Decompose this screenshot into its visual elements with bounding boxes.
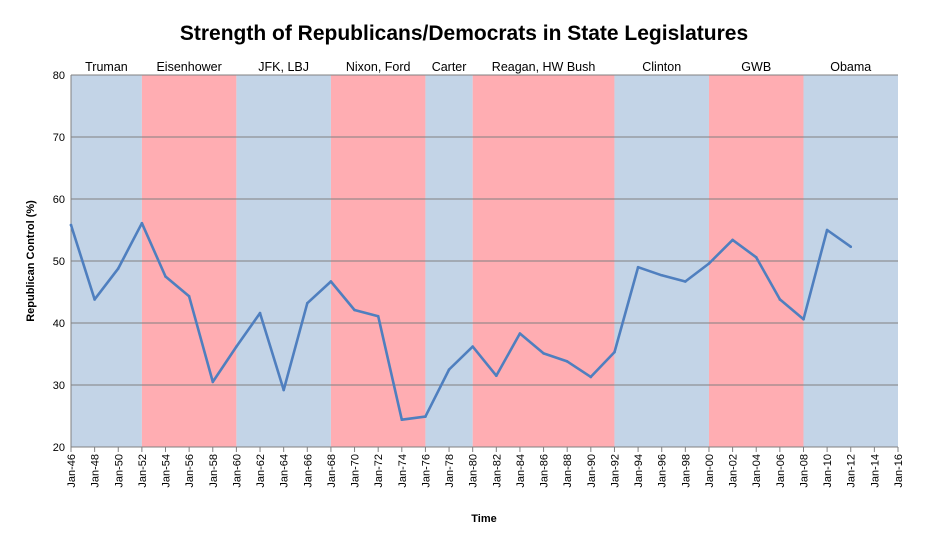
data-point [754, 255, 758, 259]
x-tick-label: Jan-96 [657, 454, 669, 488]
x-axis-title: Time [471, 513, 496, 525]
x-tick-label: Jan-86 [539, 454, 551, 488]
data-point [187, 295, 191, 298]
data-point [495, 374, 498, 378]
data-point [447, 368, 451, 371]
x-tick-label: Jan-78 [444, 454, 456, 488]
x-tick-label: Jan-46 [66, 454, 78, 488]
y-tick-label: 80 [53, 70, 65, 82]
x-tick-label: Jan-88 [562, 454, 574, 488]
y-tick-label: 20 [53, 442, 65, 454]
chart-title: Strength of Republicans/Democrats in Sta… [179, 22, 749, 45]
x-tick-label: Jan-94 [633, 454, 645, 488]
data-point [400, 418, 404, 422]
data-point [660, 273, 664, 277]
y-tick-label: 70 [53, 132, 65, 144]
data-point [235, 345, 238, 348]
data-point [164, 275, 167, 278]
data-point [589, 375, 593, 379]
x-tick-label: Jan-92 [609, 454, 621, 488]
data-point [684, 280, 687, 283]
x-tick-label: Jan-52 [137, 454, 149, 488]
data-point [825, 228, 829, 232]
data-point [329, 280, 333, 283]
x-tick-label: Jan-02 [728, 454, 740, 488]
x-axis: Jan-46 Jan-48 Jan-50 Jan-52 Jan-54 Jan-56 Jan-… [66, 446, 905, 488]
x-tick-label: Jan-72 [373, 454, 385, 488]
data-point [731, 238, 734, 242]
y-tick-label: 40 [53, 318, 65, 330]
era-label: Obama [830, 60, 871, 74]
data-point [802, 317, 805, 321]
era-label: Carter [432, 60, 467, 74]
x-tick-label: Jan-04 [751, 454, 763, 488]
y-tick-label: 60 [53, 194, 65, 206]
x-tick-label: Jan-76 [420, 454, 432, 488]
y-tick-label: 30 [53, 380, 65, 392]
y-tick-label: 50 [53, 256, 65, 268]
x-tick-label: Jan-50 [113, 454, 125, 488]
x-tick-label: Jan-66 [302, 454, 314, 488]
data-point [376, 314, 380, 318]
data-point [471, 345, 474, 348]
data-point [140, 221, 144, 225]
x-tick-label: Jan-00 [704, 454, 716, 488]
x-tick-label: Jan-90 [586, 454, 598, 488]
era-label: Reagan, HW Bush [492, 60, 596, 74]
x-tick-label: Jan-80 [468, 454, 480, 488]
era-label: Eisenhower [156, 60, 221, 74]
data-point [258, 311, 262, 315]
x-tick-label: Jan-98 [680, 454, 692, 488]
data-point [778, 298, 782, 301]
data-point [305, 301, 309, 305]
era-labels: Truman Eisenhower JFK, LBJ Nixon, Ford Carte… [85, 60, 871, 74]
data-point [518, 332, 522, 335]
x-tick-label: Jan-10 [822, 454, 834, 488]
data-point [69, 223, 73, 227]
x-tick-label: Jan-62 [255, 454, 267, 488]
x-tick-label: Jan-68 [326, 454, 338, 488]
x-tick-label: Jan-14 [869, 454, 881, 488]
era-label: GWB [741, 60, 771, 74]
y-axis-title: Republican Control (%) [25, 200, 37, 322]
data-point [565, 360, 569, 363]
x-tick-label: Jan-54 [161, 454, 173, 488]
x-tick-label: Jan-06 [775, 454, 787, 488]
data-point [93, 298, 96, 301]
x-tick-label: Jan-56 [184, 454, 196, 488]
x-tick-label: Jan-84 [515, 454, 527, 488]
x-tick-label: Jan-16 [893, 454, 905, 488]
x-tick-label: Jan-58 [208, 454, 220, 488]
era-label: Nixon, Ford [346, 60, 411, 74]
era-label: Clinton [642, 60, 681, 74]
x-tick-label: Jan-74 [397, 454, 409, 488]
x-tick-label: Jan-70 [350, 454, 362, 488]
series-layer [69, 221, 853, 422]
x-tick-label: Jan-60 [231, 454, 243, 488]
data-point [613, 350, 616, 354]
data-point [542, 352, 545, 355]
data-point [211, 380, 215, 384]
x-tick-label: Jan-64 [279, 454, 291, 488]
data-point [116, 267, 120, 270]
x-tick-label: Jan-48 [90, 454, 102, 488]
era-label: Truman [85, 60, 128, 74]
x-tick-label: Jan-82 [491, 454, 503, 488]
data-point [282, 388, 285, 392]
y-axis: 20 30 40 50 60 70 80 [53, 70, 72, 454]
series-line [69, 221, 853, 422]
x-tick-label: Jan-12 [846, 454, 858, 488]
data-point [707, 262, 711, 265]
data-point [424, 415, 427, 418]
era-label: JFK, LBJ [258, 60, 309, 74]
x-tick-label: Jan-08 [798, 454, 810, 488]
data-point [636, 265, 640, 269]
data-point [849, 245, 853, 249]
data-point [353, 308, 356, 312]
